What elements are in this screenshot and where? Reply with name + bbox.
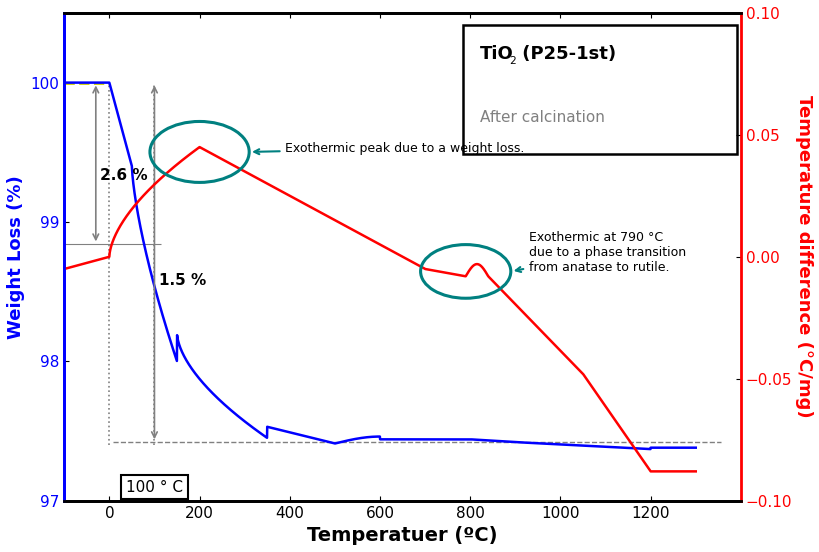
Text: 1.5 %: 1.5 %	[159, 273, 206, 288]
Text: $_2$: $_2$	[509, 52, 517, 67]
X-axis label: Temperatuer (ºC): Temperatuer (ºC)	[307, 526, 497, 545]
Text: 2.6 %: 2.6 %	[100, 168, 147, 183]
Text: TiO: TiO	[480, 45, 514, 63]
Text: 100 ° C: 100 ° C	[126, 480, 183, 495]
FancyBboxPatch shape	[463, 25, 736, 155]
Y-axis label: Weight Loss (%): Weight Loss (%)	[7, 175, 25, 339]
Text: Exothermic at 790 °C
due to a phase transition
from anatase to rutile.: Exothermic at 790 °C due to a phase tran…	[515, 231, 686, 274]
Text: Exothermic peak due to a weight loss.: Exothermic peak due to a weight loss.	[254, 142, 524, 155]
Text: (P25-1st): (P25-1st)	[515, 45, 615, 63]
Text: After calcination: After calcination	[480, 110, 604, 125]
Y-axis label: Temperature difference (°C/mg): Temperature difference (°C/mg)	[794, 95, 812, 418]
